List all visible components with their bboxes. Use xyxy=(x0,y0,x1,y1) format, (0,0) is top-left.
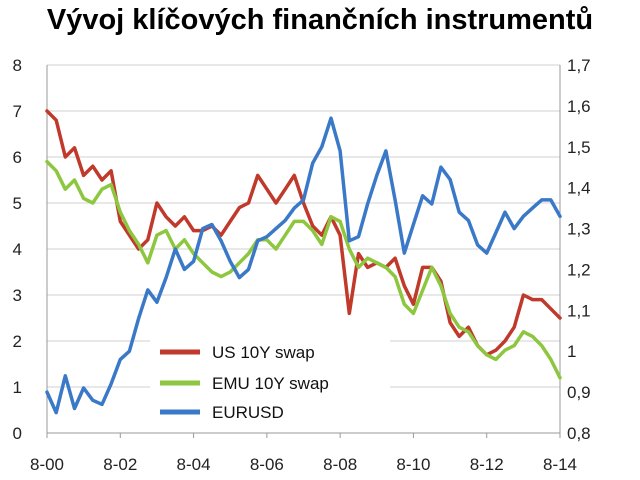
y-left-tick-label: 4 xyxy=(13,240,22,259)
y-left-tick-label: 1 xyxy=(13,378,22,397)
y-right-tick-label: 1 xyxy=(567,342,576,361)
x-tick-label: 8-10 xyxy=(396,455,430,474)
x-tick-label: 8-06 xyxy=(250,455,284,474)
y-left-tick-label: 5 xyxy=(13,194,22,213)
y-left-tick-label: 0 xyxy=(13,424,22,443)
y-right-tick-label: 1,6 xyxy=(567,97,591,116)
y-left-tick-label: 6 xyxy=(13,148,22,167)
y-right-tick-label: 1,4 xyxy=(567,179,591,198)
series-line-eurusd xyxy=(45,116,562,415)
y-left-tick-label: 7 xyxy=(13,102,22,121)
y-right-tick-label: 0,9 xyxy=(567,383,591,402)
x-tick-label: 8-00 xyxy=(30,455,64,474)
legend-label: EMU 10Y swap xyxy=(212,374,329,393)
y-right-tick-label: 0,8 xyxy=(567,424,591,443)
y-right-tick-label: 1,1 xyxy=(567,301,591,320)
series-line-us-10y-swap xyxy=(45,109,562,357)
legend-label: US 10Y swap xyxy=(212,343,315,362)
x-tick-label: 8-02 xyxy=(103,455,137,474)
y-left-tick-label: 3 xyxy=(13,286,22,305)
y-right-tick-label: 1,7 xyxy=(567,56,591,75)
x-tick-label: 8-08 xyxy=(323,455,357,474)
series-line-emu-10y-swap xyxy=(45,159,562,380)
y-right-tick-label: 1,3 xyxy=(567,220,591,239)
chart-title: Vývoj klíčových finančních instrumentů xyxy=(46,4,594,36)
x-tick-label: 8-14 xyxy=(543,455,577,474)
x-tick-label: 8-12 xyxy=(470,455,504,474)
x-tick-label: 8-04 xyxy=(177,455,211,474)
y-right-tick-label: 1,5 xyxy=(567,138,591,157)
y-left-tick-label: 8 xyxy=(13,56,22,75)
y-left-tick-label: 2 xyxy=(13,332,22,351)
y-right-tick-label: 1,2 xyxy=(567,260,591,279)
legend-label: EURUSD xyxy=(212,403,284,422)
